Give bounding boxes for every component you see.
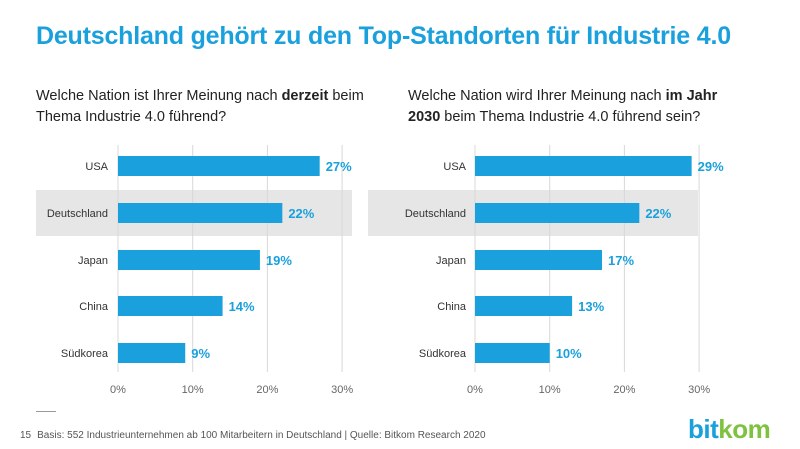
right-bar — [475, 296, 573, 316]
left-category-label: USA — [85, 161, 108, 173]
left-value-label: 27% — [326, 159, 352, 174]
left-bar — [118, 343, 186, 363]
logo-part-1: bit — [688, 414, 719, 444]
left-bar — [118, 296, 223, 316]
right-value-label: 13% — [578, 299, 604, 314]
right-x-tick-label: 20% — [613, 384, 635, 396]
right-x-tick-label: 10% — [539, 384, 561, 396]
left-bar — [118, 156, 320, 176]
page-title: Deutschland gehört zu den Top-Standorten… — [36, 22, 731, 50]
page-number: 15 — [20, 430, 32, 441]
source-note: Basis: 552 Industrieunternehmen ab 100 M… — [37, 430, 486, 441]
question-right: Welche Nation wird Ihrer Meinung nach im… — [408, 86, 738, 128]
left-value-label: 14% — [229, 299, 255, 314]
right-bar — [475, 250, 602, 270]
bitkom-logo: bitkom — [688, 414, 771, 445]
left-x-tick-label: 0% — [110, 384, 126, 396]
left-value-label: 22% — [288, 206, 314, 221]
footnote: 15 Basis: 552 Industrieunternehmen ab 100… — [20, 430, 486, 441]
right-category-label: Japan — [436, 255, 466, 267]
left-category-label: China — [79, 301, 109, 313]
right-category-label: Deutschland — [405, 208, 466, 220]
left-category-label: Südkorea — [61, 348, 109, 360]
right-bar — [475, 203, 640, 223]
footer-divider — [36, 411, 56, 412]
question-left-text-2: beim Thema Industrie 4.0 führend? — [36, 88, 364, 125]
question-left-text-1: Welche Nation ist Ihrer Meinung nach — [36, 88, 282, 104]
left-x-tick-label: 10% — [182, 384, 204, 396]
question-right-text-2: beim Thema Industrie 4.0 führend sein? — [440, 109, 701, 125]
right-bar — [475, 343, 550, 363]
right-x-tick-label: 30% — [688, 384, 710, 396]
right-category-label: Südkorea — [419, 348, 467, 360]
question-right-emphasis: im Jahr 2030 — [408, 88, 718, 125]
right-bar — [475, 156, 692, 176]
question-right-text-1: Welche Nation wird Ihrer Meinung nach — [408, 88, 666, 104]
right-category-label: USA — [443, 161, 466, 173]
right-x-tick-label: 0% — [467, 384, 483, 396]
right-value-label: 17% — [608, 253, 634, 268]
right-category-label: China — [437, 301, 467, 313]
right-value-label: 22% — [645, 206, 671, 221]
logo-part-2: kom — [718, 414, 771, 444]
left-category-label: Deutschland — [47, 208, 108, 220]
left-x-tick-label: 30% — [331, 384, 353, 396]
left-bar — [118, 250, 260, 270]
question-left-emphasis: derzeit — [281, 88, 329, 104]
left-x-tick-label: 20% — [256, 384, 278, 396]
left-value-label: 9% — [191, 346, 210, 361]
right-value-label: 29% — [698, 159, 724, 174]
question-left: Welche Nation ist Ihrer Meinung nach der… — [36, 86, 376, 128]
left-bar — [118, 203, 283, 223]
left-category-label: Japan — [78, 255, 108, 267]
left-value-label: 19% — [266, 253, 292, 268]
right-value-label: 10% — [556, 346, 582, 361]
